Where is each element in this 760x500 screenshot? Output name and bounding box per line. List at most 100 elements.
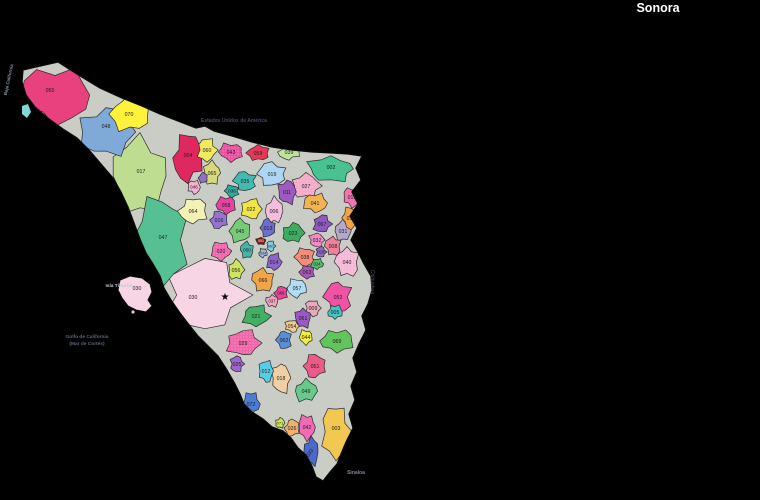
legend-entry-number-063: 063 [651, 208, 662, 215]
region-041 [303, 192, 328, 214]
region-014 [266, 252, 283, 272]
region-013 [259, 217, 276, 238]
legend-entry-name-069: Yécora [684, 262, 704, 269]
legend-entry-name-004: Altar [504, 84, 517, 91]
legend-entry-name-065: Tubutama [684, 226, 713, 233]
legend-entry-name-048: Puerto Peñasco [684, 73, 729, 80]
legend-entry-name-044: Ónavas [504, 464, 526, 473]
legend-entry-number-054: 054 [651, 127, 662, 134]
legend-entry-number-051: 051 [651, 100, 662, 107]
legend-entry-name-036: Magdalena [504, 389, 536, 396]
region-057-texture [286, 278, 307, 299]
legend-entry-number-011: 011 [473, 151, 484, 158]
legend-entry-name-070: General Plutarco Elías Calles [684, 271, 760, 278]
legend-entry-name-067: Villa Hidalgo [684, 244, 719, 251]
legend-entry-name-003: Álamos [504, 72, 525, 81]
region-043-texture [218, 143, 243, 163]
legend-entry-number-001: 001 [473, 55, 484, 62]
region-063 [298, 265, 315, 280]
region-059 [245, 144, 270, 161]
legend-entry-name-058: Santa Ana [684, 163, 714, 170]
region-049 [295, 377, 318, 403]
region-022 [240, 198, 263, 220]
region-071 [275, 417, 286, 429]
legend-entry-name-031: Huachinera [504, 342, 537, 349]
legend-entry-number-047: 047 [651, 64, 662, 71]
legend-entry-number-010: 010 [473, 141, 484, 148]
legend-entry-number-009: 009 [473, 131, 484, 138]
map-title: Sonora [636, 1, 680, 15]
coastal-estuary-patch [22, 104, 31, 118]
region-045 [228, 217, 251, 244]
region-018 [270, 363, 292, 394]
legend-entry-number-058: 058 [651, 163, 662, 170]
legend-entry-name-010: Bacerac [504, 141, 527, 148]
legend-entry-number-019: 019 [473, 227, 484, 234]
legend-entry-name-013: Banámichi [504, 170, 533, 177]
legend-entry-number-002: 002 [473, 65, 484, 72]
legend-entry-number-027: 027 [473, 303, 484, 310]
region-060 [196, 138, 219, 163]
legend-entry-number-059: 059 [651, 172, 662, 179]
legend-entry-name-068: Villa Pesqueira [684, 253, 726, 260]
legend-entry-number-015: 015 [473, 189, 484, 196]
legend-entry-number-037: 037 [473, 399, 484, 406]
legend-entry-name-020: Carbó [504, 236, 522, 243]
region-023 [282, 221, 306, 243]
legend-entry-name-053: San Felipe de Jesús [684, 118, 741, 125]
region-019 [256, 161, 287, 186]
legend-entry-number-036: 036 [473, 389, 484, 396]
region-020-texture [211, 242, 232, 262]
legend-entry-name-062: Suaqui Grande [684, 199, 727, 206]
legend-entry-number-060: 060 [651, 181, 662, 188]
legend-entry-name-071: Benito Juárez [684, 280, 723, 287]
legend-entry-number-042: 042 [473, 447, 484, 454]
region-052 [322, 281, 353, 312]
region-027-texture [292, 172, 323, 198]
legend-entry-name-054: San Javier [684, 127, 714, 134]
legend-entry-number-025: 025 [473, 284, 484, 291]
legend-entry-name-060: Sáric [684, 181, 698, 188]
legend-entry-number-016: 016 [473, 198, 484, 205]
legend-entry-number-005: 005 [473, 93, 484, 100]
legend-entry-number-041: 041 [473, 437, 484, 444]
legend-entry-name-035: Ímuris [504, 378, 521, 387]
region-036 [223, 184, 240, 199]
legend-entry-name-041: Nacozari de García [504, 437, 559, 444]
legend-entry-name-026: Etchojoa [504, 294, 529, 301]
legend-entry-name-006: Arizpe [504, 103, 522, 110]
legend-entry-number-006: 006 [473, 103, 484, 110]
legend-entry-number-018: 018 [473, 217, 484, 224]
legend-entry-number-072: 072 [651, 289, 662, 296]
legend-entry-number-066: 066 [651, 235, 662, 242]
estados-unidos-label: Estados Unidos de América [201, 118, 267, 124]
legend-entry-number-024: 024 [473, 275, 484, 282]
region-061 [294, 307, 311, 329]
legend-entry-name-019: Cananea [504, 227, 530, 234]
legend-entry-number-032: 032 [473, 351, 484, 358]
baja-california-label: Baja California [3, 63, 15, 95]
legend-entry-name-033: Huatabampo [504, 361, 541, 368]
golfo-label-line2: (Mar de Cortés) [69, 341, 105, 347]
region-046-texture [188, 180, 201, 195]
legend-entry-number-069: 069 [651, 262, 662, 269]
region-069 [319, 329, 354, 354]
legend-entry-number-008: 008 [473, 122, 484, 129]
legend-entry-name-001: Aconchi [504, 55, 526, 62]
legend-entry-name-021: La Colorada [504, 246, 539, 253]
region-056 [228, 258, 246, 280]
legend-entry-number-017: 017 [473, 208, 484, 215]
legend-entry-name-047: Pitiquito [684, 64, 707, 71]
region-065 [203, 159, 221, 185]
region-067 [312, 214, 334, 233]
legend-entry-name-025: Empalme [504, 284, 531, 291]
legend-entry-number-022: 022 [473, 256, 484, 263]
legend-entry-name-011: Bacoachi [504, 151, 530, 158]
municipality-legend: 001 Aconchi 002 Agua Prieta 003 Álamos 004 Alta… [473, 55, 760, 482]
region-032-texture [308, 233, 326, 248]
legend-entry-name-066: Ures [684, 235, 697, 242]
region-038 [293, 247, 316, 268]
legend-entry-name-016: Benjamín Hill [504, 198, 541, 205]
region-051 [302, 354, 326, 379]
